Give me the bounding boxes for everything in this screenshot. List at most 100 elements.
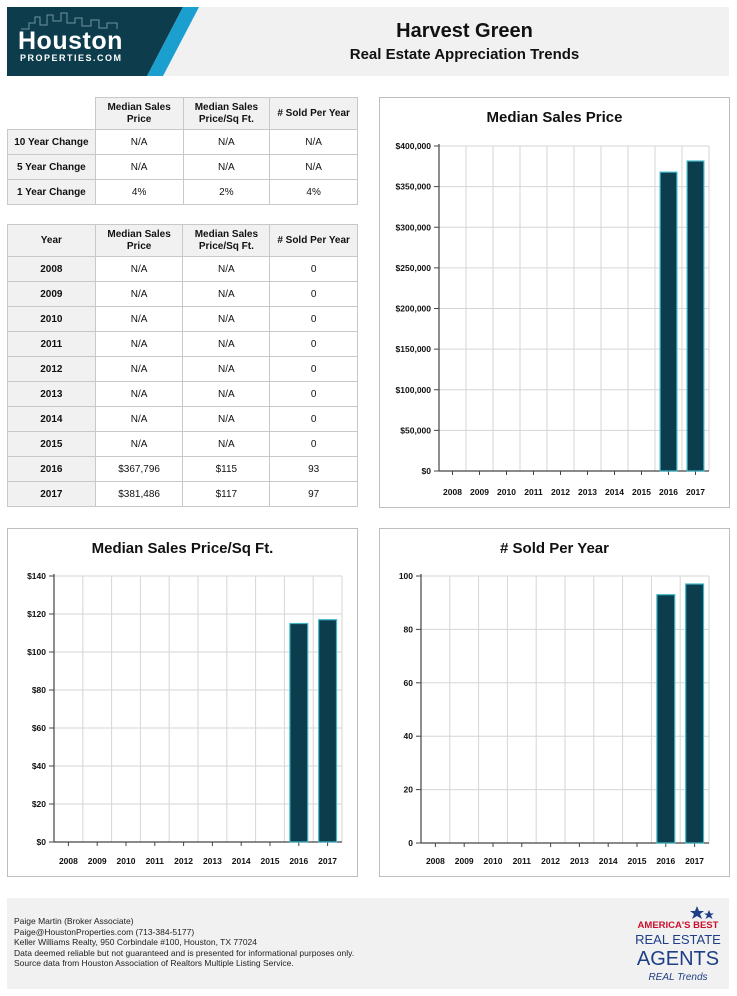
y-tick-label: $50,000 — [400, 425, 431, 435]
bar — [686, 160, 705, 472]
table-row: 2017 $381,486 $117 97 — [7, 481, 358, 507]
badge-line-3: AGENTS — [637, 948, 719, 970]
badge-line-1: AMERICA'S BEST — [638, 920, 719, 931]
table-row: 2010 N/A N/A 0 — [7, 306, 358, 332]
x-tick-label: 2016 — [659, 487, 678, 497]
cell-sqft: 2% — [182, 179, 271, 205]
cell-price: N/A — [94, 431, 184, 457]
bar — [659, 171, 678, 472]
x-tick-label: 2013 — [570, 856, 589, 866]
x-tick-label: 2011 — [524, 487, 543, 497]
cell-sqft: N/A — [182, 406, 271, 432]
year-table: Year Median Sales Price Median Sales Pri… — [7, 224, 358, 507]
y-tick-label: 100 — [399, 571, 413, 581]
chart-title: Median Sales Price/Sq Ft. — [91, 540, 274, 557]
cell-sold: 0 — [269, 281, 358, 307]
cell-sqft: N/A — [182, 306, 271, 332]
cell-sold: 0 — [269, 406, 358, 432]
y-tick-label: $300,000 — [396, 222, 432, 232]
row-label: 5 Year Change — [7, 154, 96, 180]
change-table: Median Sales Price Median Sales Price/Sq… — [7, 97, 358, 205]
column-header: Median Sales Price/Sq Ft. — [182, 224, 271, 257]
cell-sqft: N/A — [182, 256, 271, 282]
cell-price: N/A — [94, 281, 184, 307]
x-tick-label: 2012 — [551, 487, 570, 497]
column-header: # Sold Per Year — [269, 97, 358, 130]
y-tick-label: 0 — [408, 838, 413, 848]
table-row: 5 Year Change N/A N/A N/A — [7, 154, 358, 180]
x-tick-label: 2015 — [261, 856, 280, 866]
bar — [656, 594, 676, 844]
row-year: 2013 — [7, 381, 96, 407]
bar — [685, 583, 705, 844]
x-tick-label: 2017 — [686, 487, 705, 497]
table-row: 2012 N/A N/A 0 — [7, 356, 358, 382]
badge-line-2: REAL ESTATE — [635, 932, 721, 947]
table-row: 1 Year Change 4% 2% 4% — [7, 179, 358, 205]
cell-sqft: $117 — [182, 481, 271, 507]
cell-price: N/A — [94, 306, 184, 332]
cell-sold: 0 — [269, 331, 358, 357]
x-tick-label: 2012 — [541, 856, 560, 866]
cell-price: N/A — [94, 256, 184, 282]
column-header: Median Sales Price/Sq Ft. — [182, 97, 271, 130]
y-tick-label: 60 — [404, 678, 414, 688]
x-tick-label: 2011 — [513, 856, 532, 866]
cell-sold: 97 — [269, 481, 358, 507]
y-tick-label: $250,000 — [396, 263, 432, 273]
cell-sold: 0 — [269, 306, 358, 332]
cell-sold: 0 — [269, 256, 358, 282]
row-year: 2009 — [7, 281, 96, 307]
logo-graphic — [7, 7, 199, 76]
cell-price: N/A — [94, 406, 184, 432]
cell-sqft: N/A — [182, 356, 271, 382]
row-label: 10 Year Change — [7, 129, 96, 155]
bar — [289, 622, 309, 843]
y-tick-label: $0 — [422, 466, 432, 476]
chart-title: Median Sales Price — [486, 109, 623, 126]
cell-price: $367,796 — [94, 456, 184, 482]
cell-price: $381,486 — [94, 481, 184, 507]
row-year: 2014 — [7, 406, 96, 432]
y-tick-label: 80 — [404, 624, 414, 634]
median-price-chart: $0 $50,000 $100,000 $150,000 $200,000 $250,00… — [396, 141, 710, 497]
cell-sqft: N/A — [182, 281, 271, 307]
agent-name: Paige Martin (Broker Associate) — [14, 916, 134, 926]
x-tick-label: 2016 — [656, 856, 675, 866]
x-tick-label: 2015 — [628, 856, 647, 866]
table-row: 2008 N/A N/A 0 — [7, 256, 358, 282]
column-header: Median Sales Price — [94, 97, 184, 130]
row-year: 2016 — [7, 456, 96, 482]
x-tick-label: 2010 — [497, 487, 516, 497]
cell-sold: 93 — [269, 456, 358, 482]
americas-best-agents-badge: AMERICA'S BEST REAL ESTATE AGENTS REAL T… — [635, 900, 721, 986]
y-tick-label: $60 — [32, 723, 46, 733]
x-tick-label: 2014 — [605, 487, 624, 497]
y-tick-label: $80 — [32, 685, 46, 695]
cell-sold: 0 — [269, 381, 358, 407]
table-corner — [7, 97, 96, 130]
x-tick-label: 2017 — [318, 856, 337, 866]
data-source: Source data from Houston Association of … — [14, 958, 294, 968]
cell-sqft: N/A — [182, 381, 271, 407]
y-tick-label: $140 — [27, 571, 46, 581]
x-tick-label: 2013 — [203, 856, 222, 866]
x-tick-label: 2009 — [88, 856, 107, 866]
y-tick-label: $100,000 — [396, 385, 432, 395]
page-subtitle: Real Estate Appreciation Trends — [349, 46, 580, 63]
logo-text-houston: Houston — [18, 27, 123, 55]
cell-price: N/A — [94, 381, 184, 407]
x-tick-label: 2008 — [426, 856, 445, 866]
cell-sqft: N/A — [182, 129, 271, 155]
x-tick-label: 2014 — [599, 856, 618, 866]
cell-sold: N/A — [269, 129, 358, 155]
y-tick-label: $120 — [27, 609, 46, 619]
x-tick-label: 2013 — [578, 487, 597, 497]
y-tick-label: $40 — [32, 761, 46, 771]
y-tick-label: $400,000 — [396, 141, 432, 151]
cell-sqft: $115 — [182, 456, 271, 482]
x-tick-label: 2010 — [484, 856, 503, 866]
cell-sold: 4% — [269, 179, 358, 205]
y-tick-label: $0 — [37, 837, 47, 847]
table-row: 2014 N/A N/A 0 — [7, 406, 358, 432]
